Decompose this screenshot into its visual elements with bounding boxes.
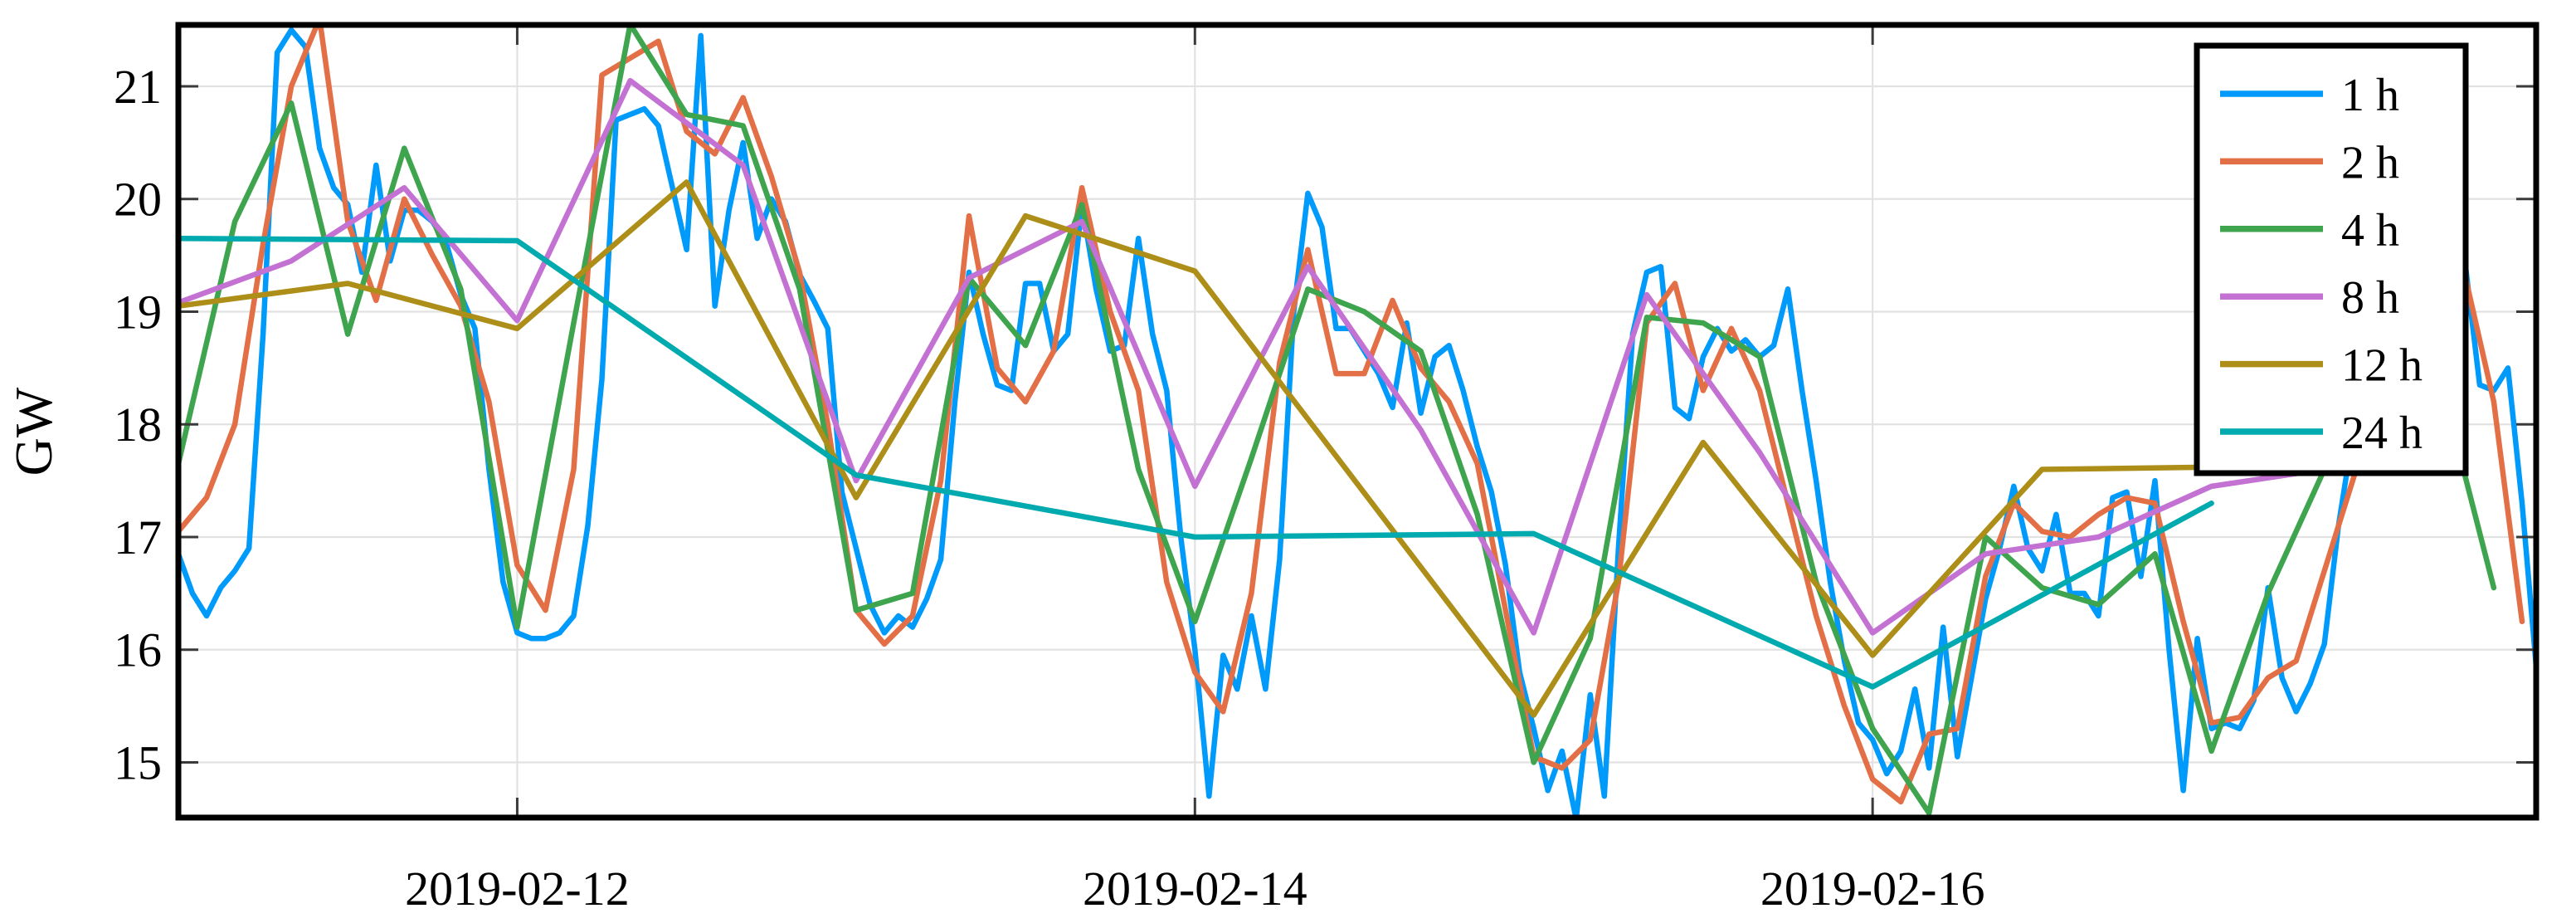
legend-label: 2 h — [2341, 137, 2399, 188]
x-tick-label: 2019-02-14 — [1083, 862, 1307, 916]
legend-label: 8 h — [2341, 272, 2399, 324]
y-tick-label: 21 — [114, 60, 162, 114]
series-line-2h — [178, 25, 2525, 805]
y-tick-label: 17 — [114, 510, 162, 564]
x-tick-label: 2019-02-12 — [405, 862, 630, 916]
x-tick-label: 2019-02-16 — [1760, 862, 1985, 916]
x-tick-labels: 2019-02-12 2019-02-14 2019-02-16 — [405, 862, 1984, 916]
series-line-24h — [178, 235, 2214, 690]
legend-item-8h: 8 h — [2220, 272, 2399, 324]
series-lines — [178, 25, 2536, 818]
y-tick-label: 20 — [114, 173, 162, 227]
plot-frame — [175, 22, 2539, 821]
y-tick-label: 15 — [114, 735, 162, 789]
legend-label: 1 h — [2341, 70, 2399, 121]
y-tick-labels: 15 16 17 18 19 20 21 — [114, 60, 162, 789]
legend-item-12h: 12 h — [2220, 340, 2423, 392]
legend: 1 h 2 h 4 h 8 h 12 h 24 h — [2194, 42, 2469, 476]
legend-box — [2194, 42, 2469, 476]
series-line-8h — [178, 77, 2441, 636]
legend-item-2h: 2 h — [2220, 137, 2399, 188]
y-tick-label: 16 — [114, 623, 162, 677]
legend-label: 4 h — [2341, 205, 2399, 256]
legend-label: 12 h — [2341, 340, 2423, 392]
legend-label: 24 h — [2341, 408, 2423, 459]
legend-item-1h: 1 h — [2220, 70, 2399, 121]
legend-item-24h: 24 h — [2220, 408, 2423, 459]
legend-item-4h: 4 h — [2220, 205, 2399, 256]
series-line-4h — [178, 25, 2497, 816]
y-tick-label: 18 — [114, 398, 162, 452]
series-line-12h — [178, 179, 2384, 718]
y-tick-label: 19 — [114, 285, 162, 339]
y-axis-label: GW — [4, 387, 63, 476]
tick-marks — [178, 25, 2536, 818]
